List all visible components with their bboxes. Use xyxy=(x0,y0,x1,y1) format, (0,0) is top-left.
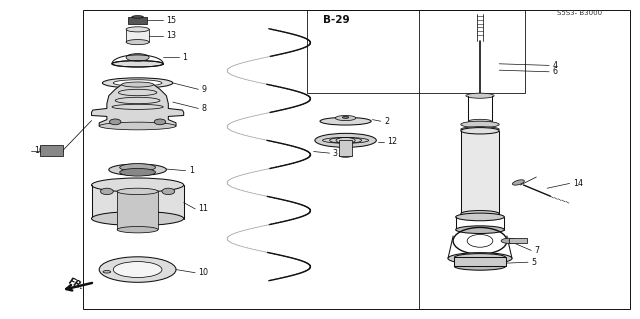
Ellipse shape xyxy=(461,121,499,128)
Ellipse shape xyxy=(454,263,506,270)
Text: 3: 3 xyxy=(333,149,338,158)
Ellipse shape xyxy=(117,188,158,195)
Ellipse shape xyxy=(99,122,176,130)
Text: 5: 5 xyxy=(531,258,536,267)
Text: 16: 16 xyxy=(34,146,44,155)
Text: FR.: FR. xyxy=(67,277,86,292)
Ellipse shape xyxy=(112,61,163,67)
Ellipse shape xyxy=(126,54,149,61)
Bar xyxy=(307,10,525,93)
Ellipse shape xyxy=(132,16,143,18)
Ellipse shape xyxy=(120,168,156,176)
Ellipse shape xyxy=(92,211,184,226)
Bar xyxy=(509,238,527,243)
Ellipse shape xyxy=(126,40,149,45)
Ellipse shape xyxy=(468,119,492,123)
Ellipse shape xyxy=(466,93,494,98)
Bar xyxy=(454,257,506,266)
Text: 2: 2 xyxy=(384,117,389,126)
Text: 1: 1 xyxy=(189,166,194,175)
Ellipse shape xyxy=(109,164,166,175)
Text: 1: 1 xyxy=(182,53,188,62)
Text: 4: 4 xyxy=(552,61,557,70)
Circle shape xyxy=(109,119,121,125)
Text: 7: 7 xyxy=(534,246,540,255)
Ellipse shape xyxy=(120,164,156,171)
Ellipse shape xyxy=(456,226,504,234)
Bar xyxy=(117,191,158,230)
Ellipse shape xyxy=(513,180,524,185)
Ellipse shape xyxy=(320,117,371,125)
Bar xyxy=(461,131,499,214)
Circle shape xyxy=(162,188,175,195)
Ellipse shape xyxy=(117,226,158,233)
Ellipse shape xyxy=(113,262,162,278)
Ellipse shape xyxy=(102,78,173,88)
Ellipse shape xyxy=(461,128,499,134)
Ellipse shape xyxy=(99,257,176,282)
Text: 6: 6 xyxy=(552,67,557,76)
Ellipse shape xyxy=(335,115,356,121)
Ellipse shape xyxy=(501,238,516,243)
Ellipse shape xyxy=(126,27,149,32)
Text: 11: 11 xyxy=(198,204,209,213)
Bar xyxy=(339,140,352,156)
Text: 13: 13 xyxy=(166,31,177,40)
Text: 8: 8 xyxy=(202,104,207,113)
Ellipse shape xyxy=(461,127,499,132)
Ellipse shape xyxy=(113,80,162,86)
Ellipse shape xyxy=(454,254,506,261)
Ellipse shape xyxy=(448,253,512,264)
Text: 10: 10 xyxy=(198,268,209,277)
Ellipse shape xyxy=(122,82,154,87)
Ellipse shape xyxy=(461,211,499,217)
Ellipse shape xyxy=(92,178,184,192)
Bar xyxy=(92,185,184,220)
Ellipse shape xyxy=(315,133,376,147)
Circle shape xyxy=(100,188,113,195)
Text: 12: 12 xyxy=(387,137,397,146)
Ellipse shape xyxy=(456,213,504,221)
Text: 14: 14 xyxy=(573,179,583,188)
Ellipse shape xyxy=(103,271,111,273)
Bar xyxy=(83,10,630,309)
Ellipse shape xyxy=(339,154,352,157)
Text: 9: 9 xyxy=(202,85,207,94)
Text: S5S3- B3000: S5S3- B3000 xyxy=(557,11,602,16)
Text: 15: 15 xyxy=(166,16,177,25)
Bar xyxy=(128,17,147,24)
Polygon shape xyxy=(92,85,184,126)
Circle shape xyxy=(154,119,166,125)
Bar xyxy=(40,145,63,156)
Text: B-29: B-29 xyxy=(323,15,349,25)
Ellipse shape xyxy=(342,116,349,118)
Bar xyxy=(126,29,149,42)
